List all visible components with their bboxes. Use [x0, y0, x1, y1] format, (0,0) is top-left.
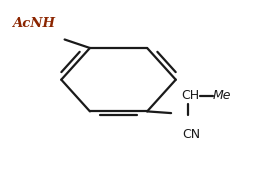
- Text: Me: Me: [213, 89, 232, 102]
- Text: AcNH: AcNH: [12, 17, 55, 30]
- Text: CN: CN: [182, 128, 201, 141]
- Text: CH: CH: [181, 89, 199, 102]
